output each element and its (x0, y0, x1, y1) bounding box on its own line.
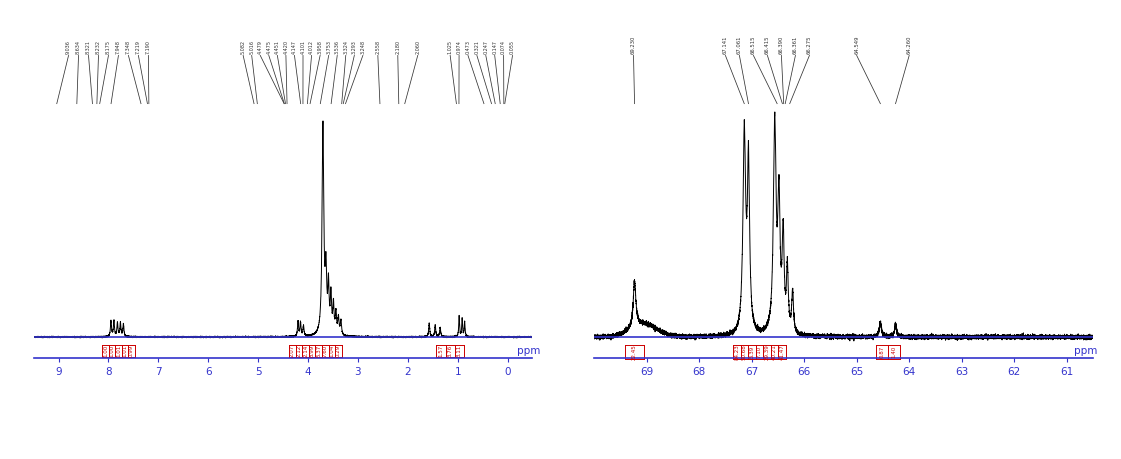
Text: 64.549: 64.549 (854, 35, 859, 54)
Text: 7.190: 7.190 (146, 39, 151, 54)
Text: 0.321: 0.321 (474, 39, 480, 54)
Text: 1.40: 1.40 (891, 346, 897, 358)
Text: 8.321: 8.321 (86, 39, 91, 54)
Text: 66.275: 66.275 (807, 35, 812, 54)
Text: 66.515: 66.515 (751, 35, 756, 54)
Text: 66.361: 66.361 (793, 35, 798, 54)
Text: 7.948: 7.948 (115, 39, 121, 54)
Text: 4.012: 4.012 (309, 39, 314, 54)
Text: 40.21: 40.21 (772, 344, 777, 360)
Text: 1.01: 1.01 (115, 345, 121, 357)
Text: 5.016: 5.016 (249, 39, 254, 54)
Text: 64.260: 64.260 (907, 35, 911, 54)
Text: 4.479: 4.479 (258, 39, 262, 54)
Text: 3.293: 3.293 (352, 39, 356, 54)
Text: 4.475: 4.475 (267, 39, 271, 54)
Text: 7.60: 7.60 (323, 345, 327, 357)
Text: 3.324: 3.324 (343, 39, 349, 54)
Text: 2.14: 2.14 (303, 345, 308, 357)
Text: 0.974: 0.974 (456, 39, 462, 54)
Text: 69.230: 69.230 (631, 35, 636, 54)
Text: 2.12: 2.12 (297, 345, 302, 357)
Text: 1.00: 1.00 (103, 345, 108, 357)
Text: 0.99: 0.99 (129, 345, 133, 357)
Text: 5.37: 5.37 (316, 345, 322, 357)
Text: 3.536: 3.536 (335, 39, 340, 54)
Text: 0.074: 0.074 (501, 39, 506, 54)
Text: 1.57: 1.57 (438, 345, 444, 357)
Text: 3.76: 3.76 (447, 345, 453, 357)
Text: 1.025: 1.025 (447, 39, 453, 54)
Text: 67.141: 67.141 (723, 35, 728, 54)
Text: 67.061: 67.061 (736, 35, 742, 54)
Text: 3.753: 3.753 (326, 39, 331, 54)
Text: 8.175: 8.175 (106, 39, 111, 54)
Text: 0.87: 0.87 (880, 346, 884, 358)
Text: 2.180: 2.180 (396, 39, 400, 54)
Text: 0.247: 0.247 (483, 39, 489, 54)
Text: 29.39: 29.39 (765, 344, 769, 360)
Text: 1.04: 1.04 (330, 345, 334, 357)
Text: 7.219: 7.219 (136, 39, 141, 54)
Text: 7.10: 7.10 (757, 346, 762, 358)
Text: 2.060: 2.060 (415, 39, 420, 54)
Text: 8.634: 8.634 (76, 39, 81, 54)
Text: 4.451: 4.451 (275, 39, 280, 54)
Text: 7.348: 7.348 (126, 39, 131, 54)
Text: 5.39: 5.39 (750, 346, 754, 358)
Text: 84.23: 84.23 (734, 344, 740, 360)
Text: 22.45: 22.45 (632, 344, 637, 360)
Text: 9.036: 9.036 (66, 39, 71, 54)
Text: 8.232: 8.232 (96, 39, 101, 54)
Text: ppm: ppm (1074, 346, 1097, 356)
Text: 2.558: 2.558 (376, 39, 380, 54)
Text: 2.07: 2.07 (290, 345, 295, 357)
Text: 1.01: 1.01 (122, 345, 128, 357)
Text: 0.147: 0.147 (492, 39, 498, 54)
Text: ppm: ppm (517, 346, 540, 356)
Text: 4.420: 4.420 (284, 39, 288, 54)
Text: 0.29: 0.29 (336, 345, 341, 357)
Text: 3.248: 3.248 (360, 39, 365, 54)
Text: 0.055: 0.055 (510, 39, 515, 54)
Text: 8.99: 8.99 (309, 345, 315, 357)
Text: 66.415: 66.415 (765, 35, 770, 54)
Text: 5.082: 5.082 (241, 39, 245, 54)
Text: 66.390: 66.390 (779, 35, 784, 54)
Text: 4.147: 4.147 (291, 39, 297, 54)
Text: 41.47: 41.47 (779, 344, 785, 360)
Text: 1.00: 1.00 (110, 345, 114, 357)
Text: 3.958: 3.958 (317, 39, 323, 54)
Text: 4.101: 4.101 (300, 39, 306, 54)
Text: 3.11: 3.11 (457, 345, 462, 357)
Text: 50.68: 50.68 (742, 344, 747, 360)
Text: 0.473: 0.473 (465, 39, 471, 54)
